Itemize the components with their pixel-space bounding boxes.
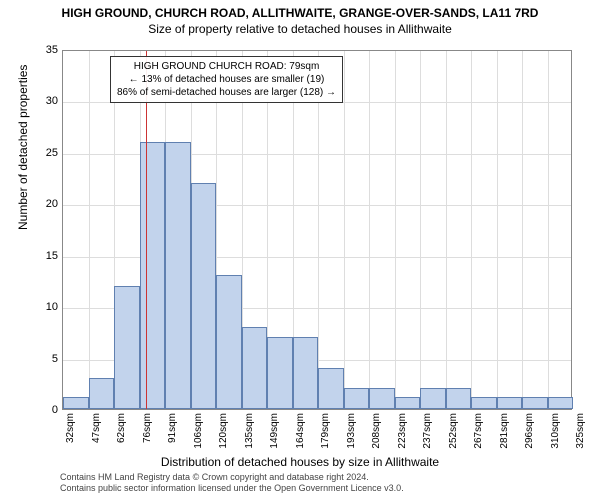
footer-line1: Contains HM Land Registry data © Crown c… bbox=[60, 472, 404, 483]
xtick-label: 164sqm bbox=[295, 413, 306, 449]
annotation-line1: HIGH GROUND CHURCH ROAD: 79sqm bbox=[117, 60, 336, 73]
gridline-v bbox=[395, 51, 396, 409]
histogram-bar bbox=[293, 337, 319, 409]
histogram-bar bbox=[344, 388, 370, 409]
histogram-bar bbox=[114, 286, 140, 409]
chart-title: HIGH GROUND, CHURCH ROAD, ALLITHWAITE, G… bbox=[0, 0, 600, 20]
xtick-label: 179sqm bbox=[320, 413, 331, 449]
xtick-label: 296sqm bbox=[524, 413, 535, 449]
histogram-bar bbox=[63, 397, 89, 409]
ytick-label: 0 bbox=[28, 404, 58, 416]
gridline-v bbox=[369, 51, 370, 409]
ytick-label: 35 bbox=[28, 44, 58, 56]
gridline-v bbox=[420, 51, 421, 409]
xtick-label: 252sqm bbox=[448, 413, 459, 449]
gridline-v bbox=[471, 51, 472, 409]
histogram-bar bbox=[191, 183, 217, 409]
xtick-label: 106sqm bbox=[193, 413, 204, 449]
xtick-label: 32sqm bbox=[65, 413, 76, 443]
gridline-v bbox=[318, 51, 319, 409]
histogram-bar bbox=[471, 397, 497, 409]
xtick-label: 208sqm bbox=[371, 413, 382, 449]
gridline-v bbox=[548, 51, 549, 409]
histogram-bar bbox=[242, 327, 268, 409]
xtick-label: 325sqm bbox=[575, 413, 586, 449]
marker-line bbox=[146, 51, 147, 409]
histogram-bar bbox=[522, 397, 548, 409]
xtick-label: 237sqm bbox=[422, 413, 433, 449]
xtick-label: 281sqm bbox=[499, 413, 510, 449]
footer-attribution: Contains HM Land Registry data © Crown c… bbox=[60, 472, 404, 494]
xtick-label: 193sqm bbox=[346, 413, 357, 449]
histogram-bar bbox=[165, 142, 191, 409]
annotation-line3: 86% of semi-detached houses are larger (… bbox=[117, 86, 336, 99]
xtick-label: 120sqm bbox=[218, 413, 229, 449]
annotation-box: HIGH GROUND CHURCH ROAD: 79sqm ← 13% of … bbox=[110, 56, 343, 103]
xtick-label: 310sqm bbox=[550, 413, 561, 449]
ytick-label: 15 bbox=[28, 250, 58, 262]
histogram-bar bbox=[318, 368, 344, 409]
xtick-label: 76sqm bbox=[142, 413, 153, 443]
xtick-label: 91sqm bbox=[167, 413, 178, 443]
gridline-v bbox=[497, 51, 498, 409]
histogram-bar bbox=[446, 388, 472, 409]
x-axis-label: Distribution of detached houses by size … bbox=[0, 455, 600, 469]
annotation-line2: ← 13% of detached houses are smaller (19… bbox=[117, 73, 336, 86]
gridline-v bbox=[446, 51, 447, 409]
ytick-label: 25 bbox=[28, 147, 58, 159]
chart-subtitle: Size of property relative to detached ho… bbox=[0, 20, 600, 36]
histogram-bar bbox=[140, 142, 166, 409]
ytick-label: 20 bbox=[28, 198, 58, 210]
histogram-bar bbox=[548, 397, 574, 409]
xtick-label: 149sqm bbox=[269, 413, 280, 449]
chart-plot-area: 05101520253035 32sqm47sqm62sqm76sqm91sqm… bbox=[62, 50, 572, 410]
ytick-label: 30 bbox=[28, 95, 58, 107]
ytick-label: 5 bbox=[28, 353, 58, 365]
histogram-bar bbox=[497, 397, 523, 409]
gridline-v bbox=[522, 51, 523, 409]
gridline-v bbox=[344, 51, 345, 409]
histogram-bar bbox=[420, 388, 446, 409]
xtick-label: 135sqm bbox=[244, 413, 255, 449]
ytick-label: 10 bbox=[28, 301, 58, 313]
histogram-bar bbox=[216, 275, 242, 409]
histogram-bar bbox=[89, 378, 115, 409]
xtick-label: 47sqm bbox=[91, 413, 102, 443]
xtick-label: 267sqm bbox=[473, 413, 484, 449]
histogram-bar bbox=[267, 337, 293, 409]
gridline-v bbox=[89, 51, 90, 409]
histogram-bar bbox=[395, 397, 421, 409]
footer-line2: Contains public sector information licen… bbox=[60, 483, 404, 494]
histogram-bar bbox=[369, 388, 395, 409]
xtick-label: 62sqm bbox=[116, 413, 127, 443]
xtick-label: 223sqm bbox=[397, 413, 408, 449]
